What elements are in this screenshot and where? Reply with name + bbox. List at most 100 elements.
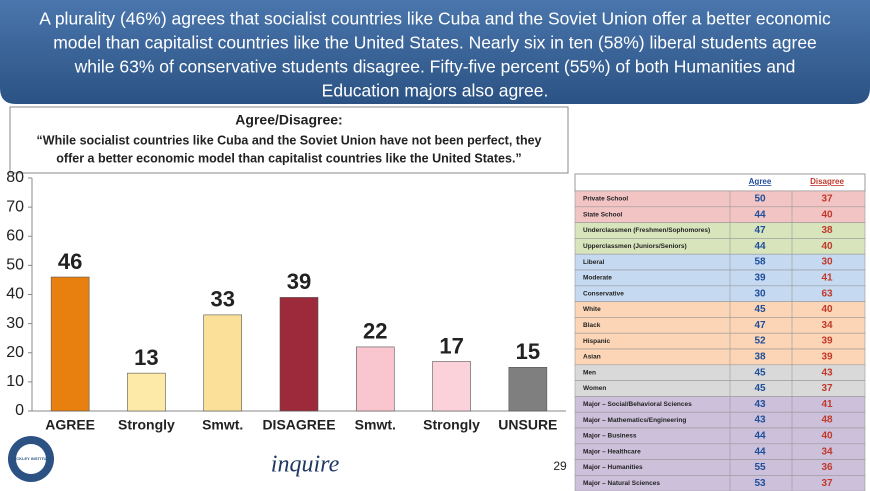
disagree-cell: 40 <box>821 241 833 252</box>
bar <box>355 346 395 412</box>
y-tick-label: 20 <box>6 344 24 361</box>
disagree-cell: 43 <box>821 367 833 378</box>
row-label: Hispanic <box>583 338 610 345</box>
bar <box>508 367 548 412</box>
question-title: Agree/Disagree: <box>235 112 342 128</box>
agree-cell: 53 <box>754 478 766 489</box>
agree-cell: 45 <box>754 367 766 378</box>
disagree-cell: 38 <box>821 225 833 236</box>
row-label: Major – Business <box>583 433 637 440</box>
agree-cell: 44 <box>754 209 766 220</box>
row-label: Upperclassmen (Juniors/Seniors) <box>583 243 687 250</box>
agree-cell: 47 <box>754 225 766 236</box>
x-tick-label: DISAGREE <box>262 417 335 433</box>
y-tick-label: 80 <box>6 169 24 186</box>
disagree-cell: 37 <box>821 194 833 205</box>
row-label: State School <box>583 211 623 218</box>
row-label: Women <box>583 385 606 392</box>
x-tick-label: AGREE <box>45 417 95 433</box>
y-tick-label: 70 <box>6 198 24 215</box>
row-label: Major – Natural Sciences <box>583 480 660 487</box>
x-tick-label: Strongly <box>423 417 480 433</box>
y-tick-label: 40 <box>6 286 24 303</box>
bar <box>279 297 319 412</box>
agree-cell: 47 <box>754 320 766 331</box>
header-text: A plurality (46%) agrees that socialist … <box>39 9 831 29</box>
agree-cell: 30 <box>754 288 766 299</box>
bar <box>432 361 471 412</box>
value-label: 39 <box>287 269 311 294</box>
row-label: Moderate <box>583 275 612 282</box>
row-label: Men <box>583 369 596 376</box>
value-label: 17 <box>439 333 463 358</box>
y-tick-label: 10 <box>6 373 24 390</box>
brand: inquire <box>271 452 340 478</box>
agree-cell: 44 <box>754 446 766 457</box>
question-text: offer a better economic model than capit… <box>56 151 521 165</box>
column-header: Agree <box>749 177 772 186</box>
row-label: Underclassmen (Freshmen/Sophomores) <box>583 227 710 234</box>
disagree-cell: 34 <box>821 320 833 331</box>
value-label: 22 <box>363 319 387 344</box>
header-text: model than capitalist countries like the… <box>53 33 817 53</box>
bar <box>127 372 166 412</box>
disagree-cell: 40 <box>821 431 833 442</box>
agree-cell: 43 <box>754 399 766 410</box>
agree-cell: 52 <box>754 336 766 347</box>
question-text: “While socialist countries like Cuba and… <box>37 133 542 147</box>
agree-cell: 58 <box>754 257 766 268</box>
row-label: Liberal <box>583 259 605 266</box>
header-banner <box>0 0 870 104</box>
disagree-cell: 41 <box>821 399 833 410</box>
disagree-cell: 30 <box>821 257 833 268</box>
row-label: Major – Healthcare <box>583 448 641 455</box>
disagree-cell: 39 <box>821 336 833 347</box>
value-label: 15 <box>516 339 540 364</box>
y-tick-label: 0 <box>15 402 24 419</box>
y-tick-label: 60 <box>6 227 24 244</box>
value-label: 46 <box>58 249 82 274</box>
footer <box>8 436 54 482</box>
row-label: Private School <box>583 196 628 203</box>
bar <box>203 314 243 412</box>
agree-cell: 50 <box>754 194 766 205</box>
table-row <box>574 475 866 491</box>
x-tick-label: Smwt. <box>202 417 243 433</box>
agree-cell: 44 <box>754 241 766 252</box>
disagree-cell: 40 <box>821 304 833 315</box>
disagree-cell: 36 <box>821 462 833 473</box>
x-tick-label: Strongly <box>118 417 175 433</box>
disagree-cell: 37 <box>821 383 833 394</box>
row-label: Conservative <box>583 290 624 297</box>
agree-cell: 44 <box>754 431 766 442</box>
disagree-cell: 48 <box>821 415 833 426</box>
row-label: Major – Social/Behavioral Sciences <box>583 401 692 408</box>
x-tick-label: Smwt. <box>355 417 396 433</box>
agree-cell: 45 <box>754 383 766 394</box>
value-label: 13 <box>134 345 158 370</box>
agree-cell: 39 <box>754 273 766 284</box>
question-box <box>9 106 569 174</box>
value-label: 33 <box>210 287 234 312</box>
agree-cell: 45 <box>754 304 766 315</box>
header-text: Education majors also agree. <box>322 81 549 101</box>
disagree-cell: 40 <box>821 209 833 220</box>
row-label: Asian <box>583 354 601 361</box>
logo-text: BUCKLEY INSTITUTE <box>10 456 51 461</box>
disagree-cell: 41 <box>821 273 833 284</box>
logo-inner <box>16 444 46 474</box>
row-label: Major – Mathematics/Engineering <box>583 417 686 424</box>
disagree-cell: 37 <box>821 478 833 489</box>
y-tick-label: 30 <box>6 315 24 332</box>
agree-cell: 55 <box>754 462 766 473</box>
bar <box>50 276 90 412</box>
x-tick-label: UNSURE <box>498 417 557 433</box>
disagree-cell: 34 <box>821 446 833 457</box>
row-label: White <box>583 306 601 313</box>
row-label: Black <box>583 322 601 329</box>
header-text: while 63% of conservative students disag… <box>74 57 796 77</box>
disagree-cell: 63 <box>821 288 833 299</box>
page-number: 29 <box>553 459 567 473</box>
agree-cell: 43 <box>754 415 766 426</box>
